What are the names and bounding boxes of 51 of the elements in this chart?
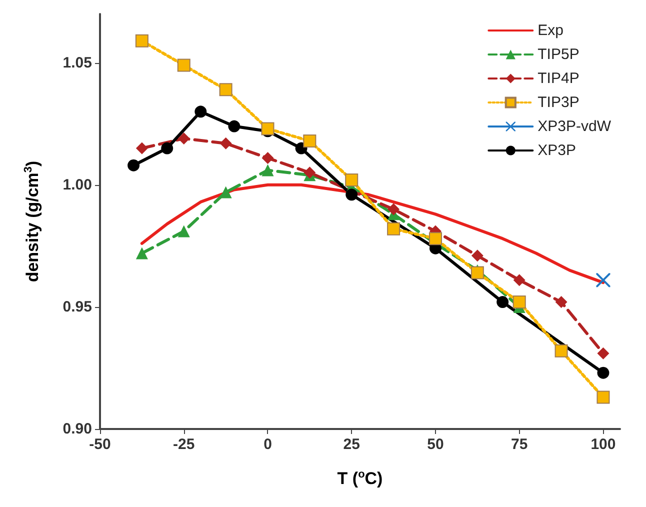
point <box>161 142 174 154</box>
point <box>596 273 610 288</box>
point <box>128 159 140 172</box>
point <box>512 296 526 309</box>
point <box>345 174 358 186</box>
x-tick-label: 25 <box>343 436 360 453</box>
point <box>496 296 509 308</box>
point <box>554 344 568 358</box>
point <box>136 247 148 260</box>
point <box>262 152 274 164</box>
point <box>262 164 274 176</box>
point <box>388 203 400 216</box>
point <box>387 222 400 236</box>
x-tick-label: 75 <box>511 436 528 453</box>
y-axis-title: density (g/cm3) <box>22 160 42 282</box>
legend-label: TIP4P <box>538 70 580 87</box>
x-tick-label: 0 <box>264 436 272 453</box>
point <box>304 166 316 179</box>
y-tick-label: 1.00 <box>62 176 92 194</box>
point <box>135 34 148 48</box>
legend-label: TIP3P <box>538 94 580 111</box>
point <box>470 266 484 280</box>
y-tick-label: 1.05 <box>62 54 92 72</box>
point <box>513 274 526 286</box>
point <box>303 134 316 148</box>
point <box>220 137 232 150</box>
point <box>178 225 190 238</box>
legend-label: XP3P <box>538 142 576 159</box>
point <box>346 188 358 201</box>
point <box>228 120 240 132</box>
x-tick-label: 50 <box>427 436 444 453</box>
point <box>597 347 610 360</box>
point <box>428 232 442 246</box>
x-tick-label: 100 <box>590 436 616 453</box>
legend-label: TIP5P <box>538 46 580 63</box>
legend-label: XP3P-vdW <box>538 118 612 135</box>
legend-label: Exp <box>538 22 564 39</box>
point <box>220 186 232 198</box>
point <box>555 296 568 308</box>
y-tick-label: 0.90 <box>62 420 92 438</box>
x-tick-label: -25 <box>173 436 195 453</box>
point <box>596 390 610 404</box>
y-tick-label: 0.95 <box>62 298 92 316</box>
point <box>597 366 610 379</box>
x-tick-label: -50 <box>89 436 111 453</box>
point <box>178 132 190 144</box>
point <box>194 106 207 118</box>
point <box>136 142 148 154</box>
point <box>471 250 484 262</box>
point <box>177 58 190 72</box>
point <box>219 83 232 96</box>
